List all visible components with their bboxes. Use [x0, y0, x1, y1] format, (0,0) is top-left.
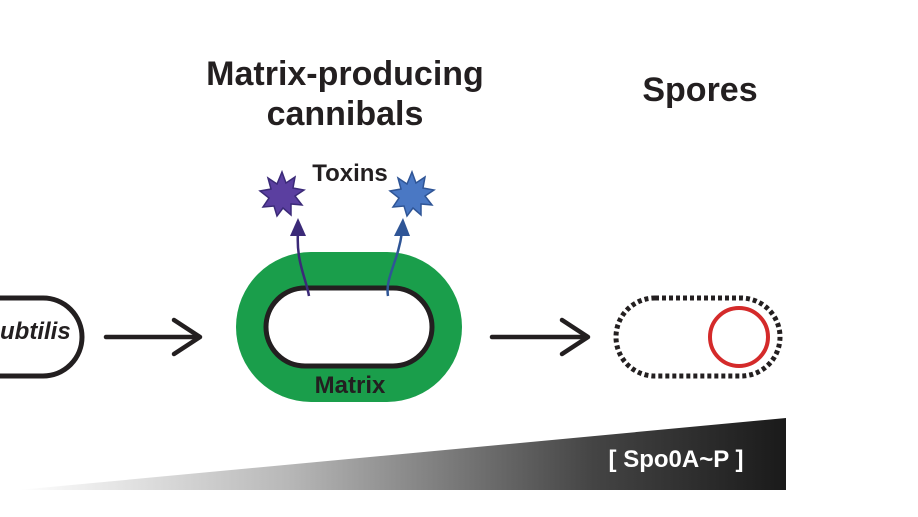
spore-cell [613, 295, 783, 379]
spo0a-gradient-wedge [18, 418, 786, 490]
right-arrow-icon [489, 317, 591, 357]
label-spo0a-p: [ Spo0A~P ] [608, 446, 744, 473]
title-matrix-producing-cannibals: Matrix-producing cannibals [206, 55, 484, 133]
toxin-export-arrow-left [290, 218, 311, 297]
star-burst-icon [258, 169, 306, 218]
spore-ring [708, 306, 770, 368]
subtilis-cell [0, 295, 85, 379]
right-arrow-icon [103, 317, 203, 357]
toxin-export-arrow-right [386, 218, 410, 297]
label-subtilis: ubtilis [0, 318, 71, 345]
label-toxins: Toxins [312, 160, 388, 187]
label-matrix: Matrix [314, 372, 386, 399]
star-burst-icon [388, 169, 436, 218]
cannibal-cell [263, 285, 435, 369]
title-spores: Spores [642, 71, 758, 109]
